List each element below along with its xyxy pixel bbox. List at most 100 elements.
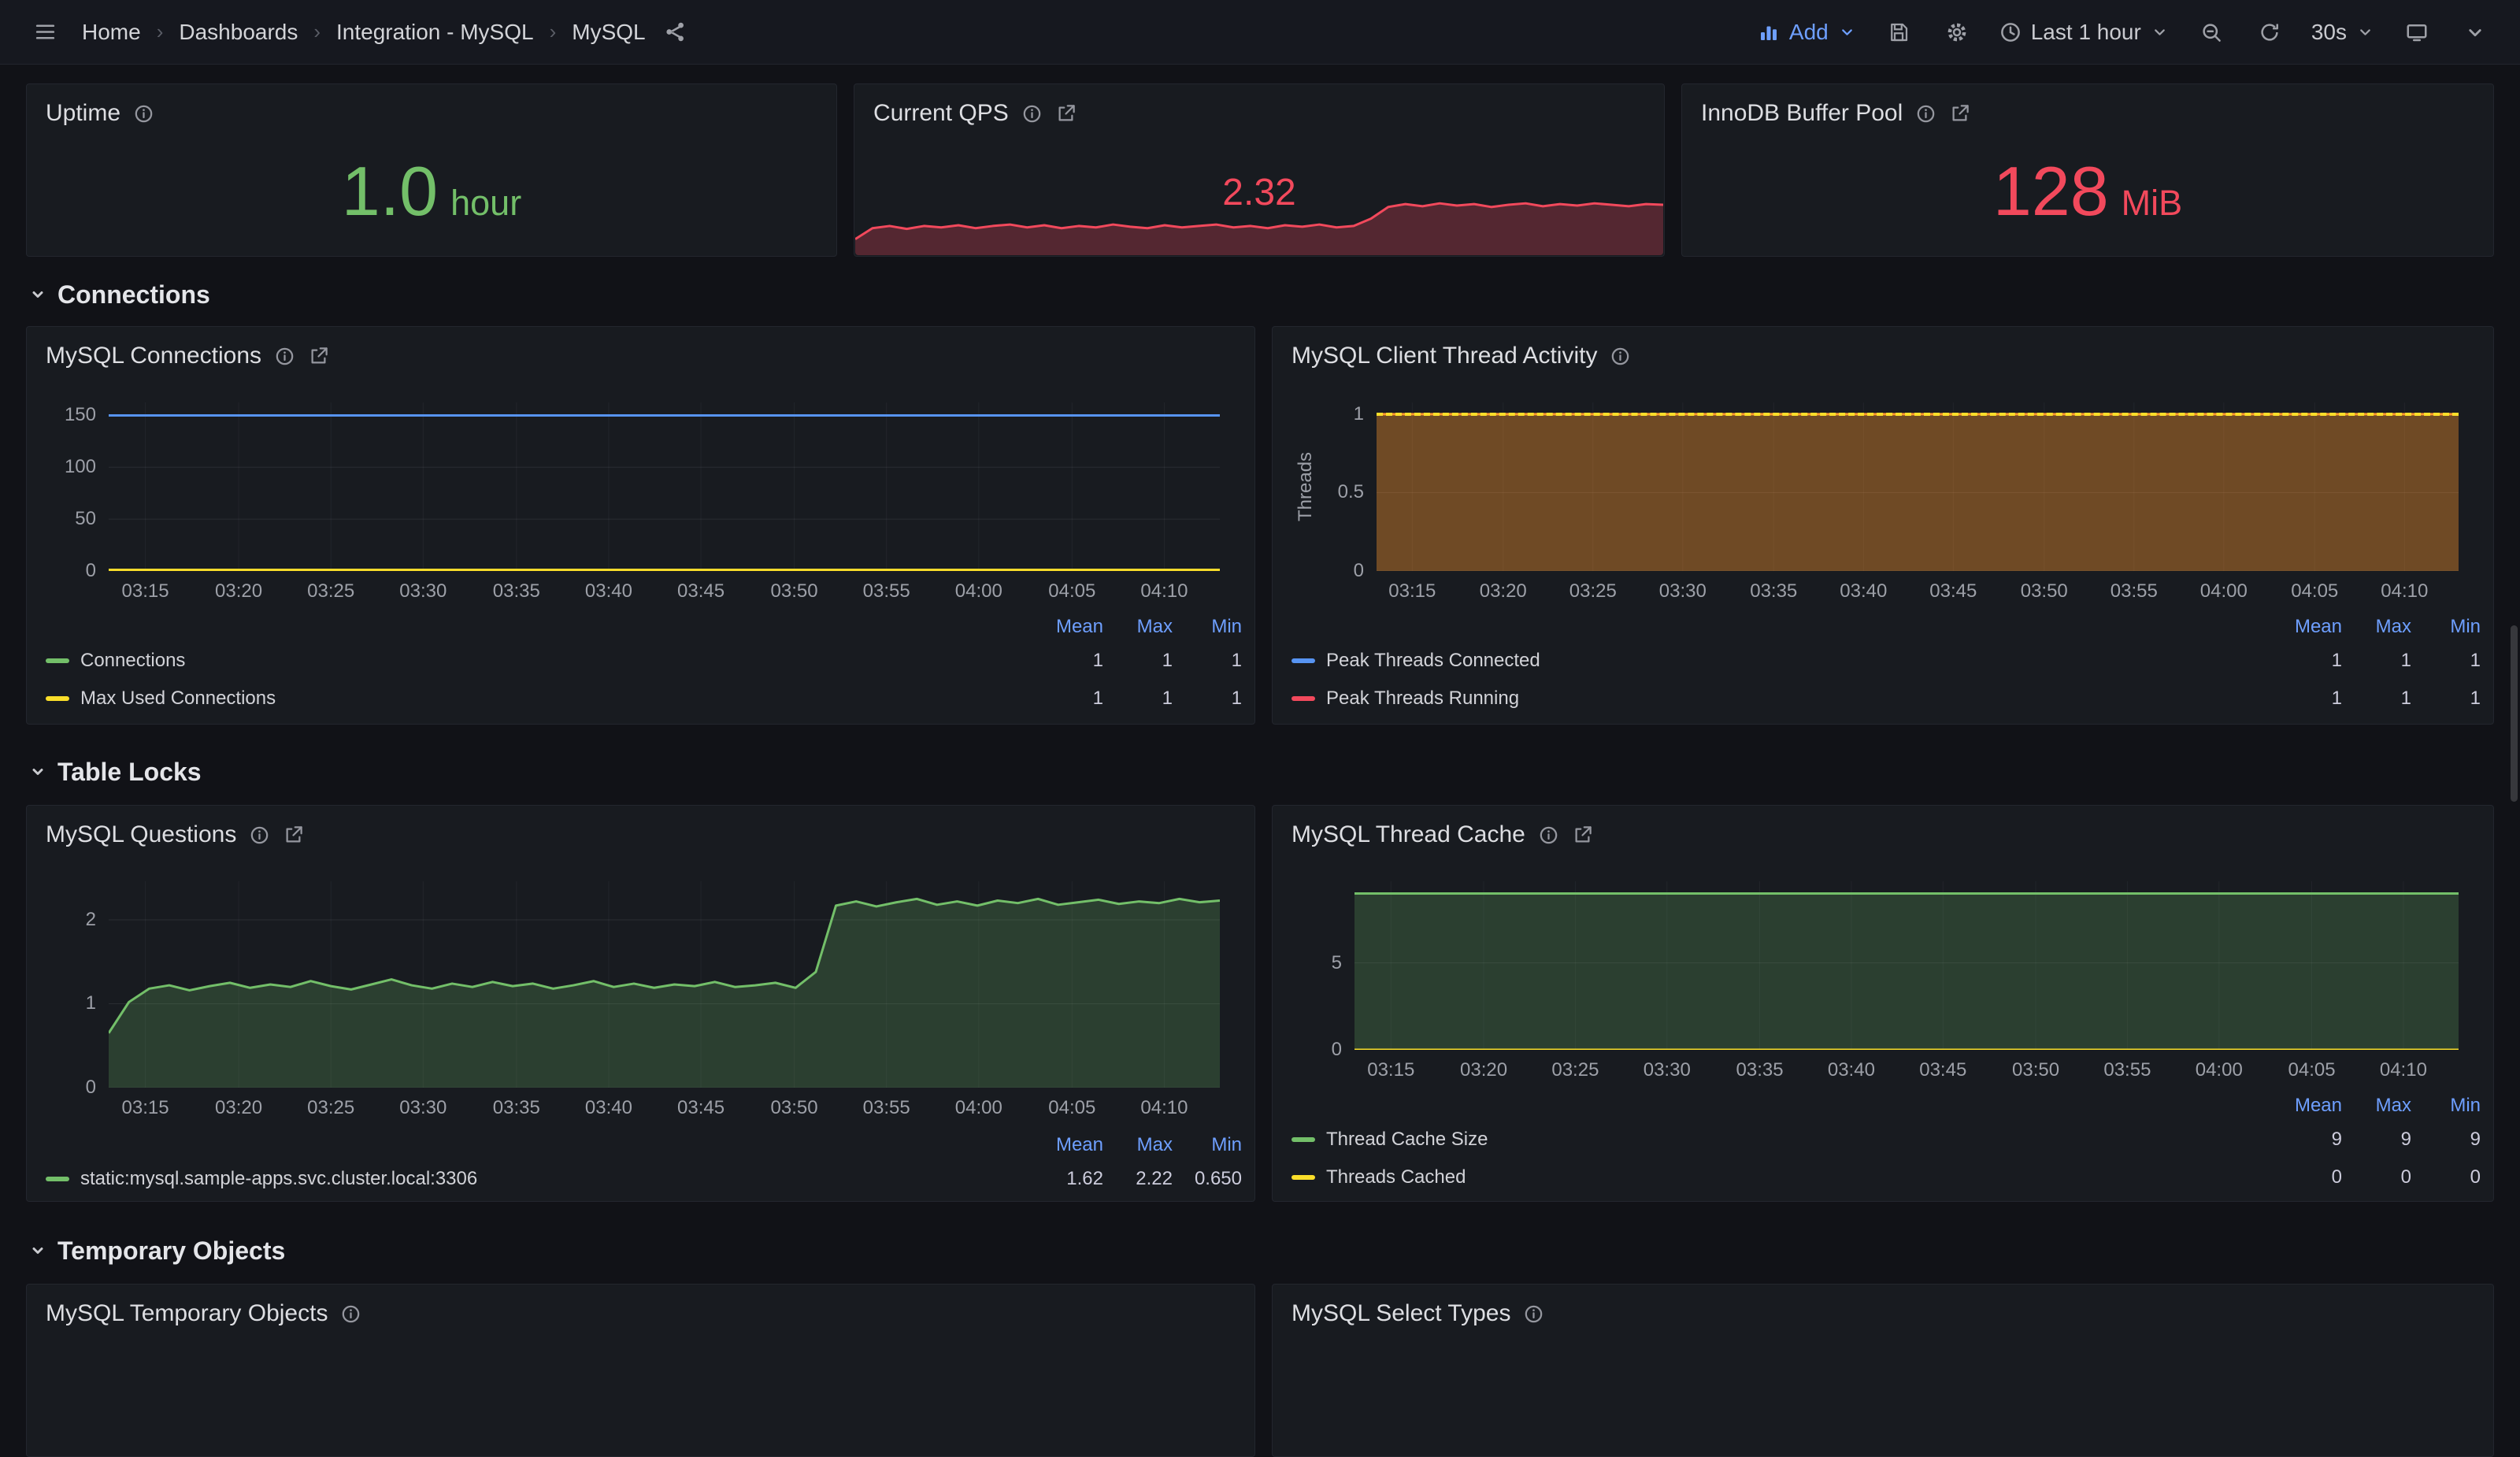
legend-row: Peak Threads Connected 1 1 1 bbox=[1292, 642, 2481, 680]
panel-innodb-buffer-pool: InnoDB Buffer Pool 128 MiB bbox=[1681, 83, 2494, 257]
panel-title[interactable]: MySQL Questions bbox=[46, 821, 237, 847]
series-label[interactable]: Peak Threads Running bbox=[1326, 688, 1520, 709]
series-label[interactable]: Thread Cache Size bbox=[1326, 1129, 1488, 1150]
x-tick-label: 03:55 bbox=[862, 1097, 910, 1118]
dashboard-settings-button[interactable] bbox=[1940, 16, 1973, 49]
x-tick-label: 03:55 bbox=[2103, 1059, 2151, 1081]
legend-sort-max[interactable]: Max bbox=[2375, 616, 2411, 637]
series-mean: 1.62 bbox=[1066, 1168, 1103, 1189]
info-icon[interactable] bbox=[249, 825, 270, 846]
info-icon[interactable] bbox=[340, 1303, 361, 1325]
legend: Mean Max Min Thread Cache Size 9 9 9 Thr… bbox=[1292, 1091, 2481, 1196]
series-label[interactable]: static:mysql.sample-apps.svc.cluster.loc… bbox=[80, 1168, 478, 1189]
share-dashboard-button[interactable] bbox=[662, 18, 690, 46]
info-icon[interactable] bbox=[1538, 825, 1559, 846]
zoom-out-time-button[interactable] bbox=[2195, 16, 2228, 49]
breadcrumb-integration-mysql[interactable]: Integration - MySQL bbox=[336, 19, 534, 44]
y-tick-label: 2 bbox=[85, 908, 96, 930]
thread-cache-chart[interactable] bbox=[1354, 881, 2459, 1050]
panel-title[interactable]: MySQL Select Types bbox=[1292, 1300, 1511, 1326]
legend-row: Max Used Connections 1 1 1 bbox=[46, 680, 1242, 717]
stat-value: 1.0 hour bbox=[27, 157, 836, 226]
y-tick-label: 5 bbox=[1331, 951, 1342, 973]
panel-title[interactable]: Current QPS bbox=[873, 100, 1009, 126]
x-tick-label: 03:35 bbox=[492, 580, 540, 602]
legend-sort-mean[interactable]: Mean bbox=[1055, 1134, 1103, 1155]
legend-sort-mean[interactable]: Mean bbox=[2294, 616, 2342, 637]
external-link-icon[interactable] bbox=[1055, 103, 1077, 124]
external-link-icon[interactable] bbox=[283, 825, 304, 846]
panel-title[interactable]: MySQL Temporary Objects bbox=[46, 1300, 328, 1326]
legend-sort-mean[interactable]: Mean bbox=[2294, 1095, 2342, 1116]
qps-sparkline-chart[interactable] bbox=[855, 195, 1663, 255]
x-axis-labels: 03:15 03:20 03:25 03:30 03:35 03:40 03:45 03:50… bbox=[109, 1097, 1220, 1121]
info-icon[interactable] bbox=[133, 103, 154, 124]
info-icon[interactable] bbox=[1915, 103, 1936, 124]
series-label[interactable]: Max Used Connections bbox=[80, 688, 276, 709]
info-icon[interactable] bbox=[274, 346, 295, 367]
breadcrumb: Home › Dashboards › Integration - MySQL … bbox=[82, 18, 1736, 46]
series-min: 0.650 bbox=[1194, 1168, 1242, 1189]
panel-title[interactable]: MySQL Thread Cache bbox=[1292, 821, 1525, 847]
breadcrumb-separator: › bbox=[313, 20, 321, 43]
legend-sort-min[interactable]: Min bbox=[2450, 616, 2481, 637]
refresh-interval-picker[interactable]: 30s bbox=[2311, 20, 2375, 45]
refresh-icon bbox=[2258, 20, 2281, 44]
x-axis-labels: 03:15 03:20 03:25 03:30 03:35 03:40 03:45 03:50… bbox=[1354, 1059, 2459, 1083]
scrollbar-thumb[interactable] bbox=[2511, 625, 2518, 802]
breadcrumb-dashboards[interactable]: Dashboards bbox=[179, 19, 298, 44]
thread-activity-chart[interactable] bbox=[1377, 402, 2459, 571]
stat-number: 128 bbox=[1992, 152, 2109, 230]
legend-sort-min[interactable]: Min bbox=[2450, 1095, 2481, 1116]
menu-toggle-button[interactable] bbox=[28, 16, 61, 49]
connections-chart[interactable] bbox=[109, 402, 1220, 571]
kiosk-mode-button[interactable] bbox=[2400, 16, 2433, 49]
refresh-button[interactable] bbox=[2253, 16, 2286, 49]
section-temporary-objects[interactable]: Temporary Objects bbox=[26, 1233, 285, 1268]
legend-sort-min[interactable]: Min bbox=[1211, 1134, 1242, 1155]
external-link-icon[interactable] bbox=[1572, 825, 1593, 846]
series-label[interactable]: Threads Cached bbox=[1326, 1166, 1466, 1188]
legend-sort-max[interactable]: Max bbox=[1136, 1134, 1173, 1155]
legend-sort-mean[interactable]: Mean bbox=[1055, 616, 1103, 637]
x-tick-label: 04:05 bbox=[1048, 580, 1096, 602]
x-tick-label: 04:10 bbox=[2379, 1059, 2427, 1081]
panel-title[interactable]: Uptime bbox=[46, 100, 121, 126]
panel-title[interactable]: MySQL Client Thread Activity bbox=[1292, 343, 1598, 369]
section-connections[interactable]: Connections bbox=[26, 277, 210, 312]
x-tick-label: 04:10 bbox=[1140, 1097, 1188, 1118]
series-label[interactable]: Connections bbox=[80, 650, 186, 671]
chevron-down-icon bbox=[32, 769, 43, 775]
legend-row: Peak Threads Running 1 1 1 bbox=[1292, 680, 2481, 717]
time-range-picker[interactable]: Last 1 hour bbox=[1999, 20, 2170, 45]
series-label[interactable]: Peak Threads Connected bbox=[1326, 650, 1540, 671]
breadcrumb-home[interactable]: Home bbox=[82, 19, 141, 44]
external-link-icon[interactable] bbox=[1949, 103, 1970, 124]
panel-mysql-temporary-objects: MySQL Temporary Objects bbox=[26, 1284, 1255, 1457]
info-icon[interactable] bbox=[1021, 103, 1043, 124]
info-icon[interactable] bbox=[1610, 346, 1631, 367]
nav-overflow-button[interactable] bbox=[2459, 16, 2492, 49]
legend-sort-max[interactable]: Max bbox=[2375, 1095, 2411, 1116]
x-tick-label: 03:25 bbox=[1569, 580, 1617, 602]
series-color-swatch bbox=[1292, 1137, 1315, 1142]
save-dashboard-button[interactable] bbox=[1882, 16, 1915, 49]
legend-sort-max[interactable]: Max bbox=[1136, 616, 1173, 637]
y-tick-label: 0 bbox=[1331, 1039, 1342, 1060]
panel-title[interactable]: MySQL Connections bbox=[46, 343, 262, 369]
legend-sort-min[interactable]: Min bbox=[1211, 616, 1242, 637]
panel-title[interactable]: InnoDB Buffer Pool bbox=[1701, 100, 1903, 126]
x-tick-label: 03:50 bbox=[2012, 1059, 2060, 1081]
share-icon bbox=[663, 20, 687, 44]
section-table-locks[interactable]: Table Locks bbox=[26, 754, 202, 789]
breadcrumb-mysql[interactable]: MySQL bbox=[572, 19, 646, 44]
x-tick-label: 04:10 bbox=[1140, 580, 1188, 602]
panel-uptime: Uptime 1.0 hour bbox=[26, 83, 837, 257]
hamburger-icon bbox=[33, 20, 57, 44]
series-max: 0 bbox=[2400, 1166, 2411, 1188]
add-button[interactable]: Add bbox=[1757, 20, 1857, 45]
x-tick-label: 03:25 bbox=[1551, 1059, 1599, 1081]
info-icon[interactable] bbox=[1523, 1303, 1544, 1325]
external-link-icon[interactable] bbox=[308, 346, 329, 367]
questions-chart[interactable] bbox=[109, 881, 1220, 1088]
